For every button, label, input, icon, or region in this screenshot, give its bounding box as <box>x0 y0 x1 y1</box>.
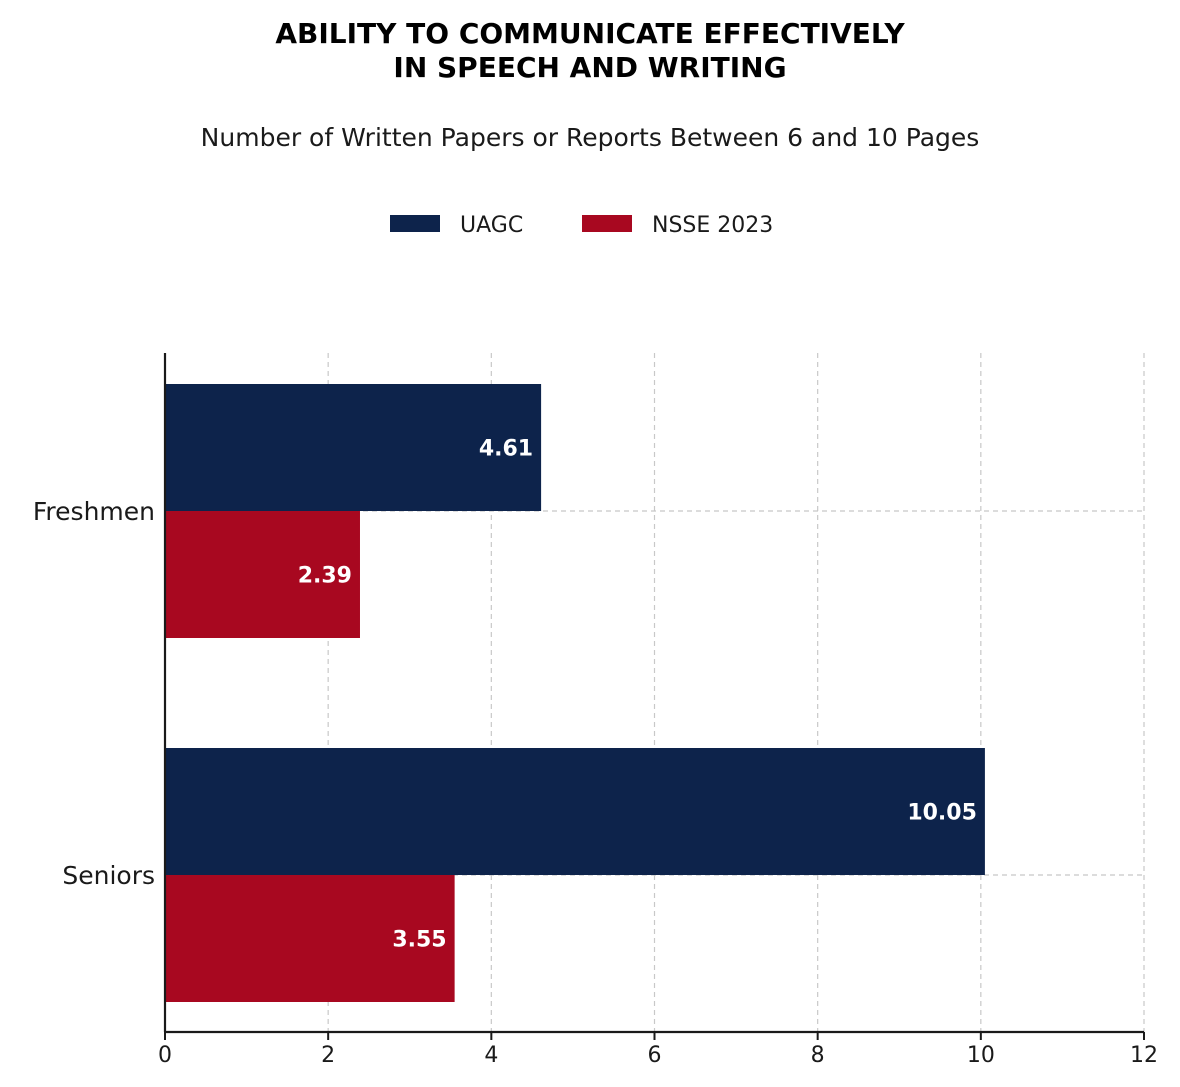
category-label: Freshmen <box>33 497 155 526</box>
legend: UAGC NSSE 2023 <box>390 213 773 238</box>
bar-nsse-freshmen <box>165 511 360 638</box>
tick-labels: 0 2 4 6 8 10 12 4.61 2.39 Freshmen 10.05 3.55 Senior… <box>33 437 1158 1069</box>
x-tick-label: 2 <box>321 1043 335 1068</box>
axes <box>163 353 1145 1040</box>
bar-value-label: 3.55 <box>392 928 446 953</box>
bar-uagc-seniors <box>165 748 985 875</box>
x-tick-label: 6 <box>648 1043 662 1068</box>
bar-uagc-freshmen <box>165 384 542 511</box>
x-tick-label: 4 <box>484 1043 498 1068</box>
bar-value-label: 4.61 <box>479 437 533 462</box>
x-tick-label: 10 <box>967 1043 995 1068</box>
legend-swatch-uagc <box>390 215 440 232</box>
bar-nsse-seniors <box>165 875 455 1002</box>
legend-label-uagc: UAGC <box>460 213 523 238</box>
bar-value-label: 2.39 <box>298 564 352 589</box>
legend-swatch-nsse <box>582 215 632 232</box>
x-tick-label: 8 <box>811 1043 825 1068</box>
x-tick-label: 0 <box>158 1043 172 1068</box>
x-tick-label: 12 <box>1130 1043 1158 1068</box>
bars <box>165 384 985 1002</box>
chart-subtitle: Number of Written Papers or Reports Betw… <box>201 123 980 152</box>
category-label: Seniors <box>62 861 155 890</box>
chart-title-line2: IN SPEECH AND WRITING <box>393 51 786 84</box>
chart-title-line1: ABILITY TO COMMUNICATE EFFECTIVELY <box>275 17 905 50</box>
bar-value-label: 10.05 <box>907 801 977 826</box>
legend-label-nsse: NSSE 2023 <box>652 213 773 238</box>
